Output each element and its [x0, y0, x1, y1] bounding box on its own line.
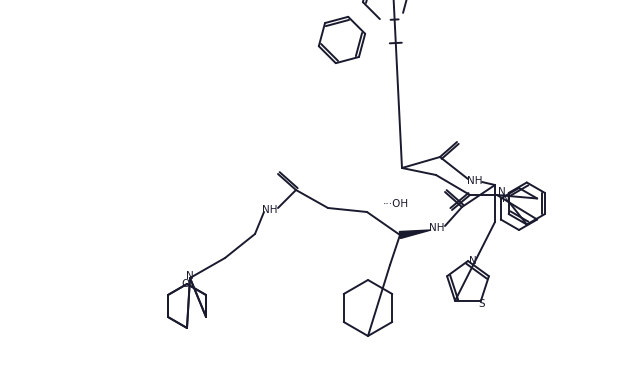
- Text: NH: NH: [429, 223, 444, 233]
- Text: NH: NH: [262, 205, 277, 215]
- Text: NH: NH: [467, 176, 483, 186]
- Text: O: O: [182, 279, 190, 289]
- Text: ···OH: ···OH: [383, 199, 409, 209]
- Text: N: N: [498, 187, 506, 197]
- Text: N: N: [502, 193, 510, 203]
- Polygon shape: [399, 230, 431, 239]
- Text: N: N: [469, 256, 477, 266]
- Text: S: S: [479, 299, 485, 309]
- Text: N: N: [186, 271, 194, 281]
